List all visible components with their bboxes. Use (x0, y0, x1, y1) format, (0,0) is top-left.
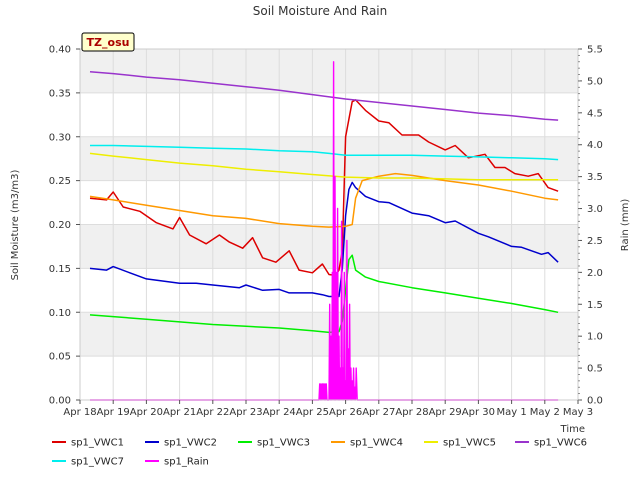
chart-title: Soil Moisture And Rain (253, 4, 388, 18)
y2-tick-label-9: 4.5 (587, 108, 603, 119)
legend-label-sp1_VWC5: sp1_VWC5 (443, 438, 496, 449)
x-tick-label-6: Apr 24 (263, 407, 296, 418)
x-tick-label-14: May 2 (530, 407, 560, 418)
y-axis-label: Soil Moisture (m3/m3) (10, 170, 21, 281)
legend-label-sp1_VWC3: sp1_VWC3 (257, 438, 310, 449)
x-tick-label-3: Apr 21 (163, 407, 196, 418)
series-line-sp1_VWC6 (89, 71, 559, 121)
y2-tick-label-8: 4.0 (587, 140, 603, 151)
y2-tick-label-1: 0.5 (587, 364, 603, 375)
y2-tick-label-7: 3.5 (587, 172, 603, 183)
x-axis-label: Time (560, 424, 585, 435)
x-tick-label-5: Apr 23 (229, 407, 262, 418)
x-tick-label-8: Apr 26 (329, 407, 362, 418)
series-line-sp1_VWC4 (89, 172, 559, 228)
x-tick-label-13: May 1 (496, 407, 526, 418)
y-axis-right: 0.0 0.5 1.0 1.5 2.0 2.5 3.0 3.5 4.0 4.5 5.0 5.5 (578, 45, 603, 407)
y-tick-label-0: 0.00 (49, 396, 71, 407)
x-tick-label-15: May 3 (563, 407, 593, 418)
y-tick-label-8: 0.40 (49, 45, 71, 56)
x-tick-label-7: Apr 25 (296, 407, 329, 418)
x-tick-label-10: Apr 28 (395, 407, 428, 418)
x-tick-label-11: Apr 29 (429, 407, 462, 418)
y-tick-label-1: 0.05 (49, 352, 71, 363)
y2-tick-label-10: 5.0 (587, 76, 603, 87)
series-line-sp1_VWC7 (90, 144, 559, 161)
y2-tick-label-4: 2.0 (587, 268, 603, 279)
band-7 (80, 49, 578, 93)
x-tick-label-9: Apr 27 (362, 407, 395, 418)
legend-label-sp1_VWC1: sp1_VWC1 (71, 438, 124, 449)
legend-label-sp1_VWC4: sp1_VWC4 (350, 438, 403, 449)
band-4 (80, 180, 578, 225)
x-axis: Apr 18 Apr 19 Apr 20 Apr 21 Apr 22 Apr 23 Apr … (63, 400, 593, 418)
y-tick-label-3: 0.15 (49, 264, 71, 275)
series-line-sp1_VWC5 (89, 152, 559, 181)
y2-tick-label-6: 3.0 (587, 204, 603, 215)
x-tick-label-0: Apr 18 (63, 407, 96, 418)
station-badge: TZ_osu (81, 32, 135, 52)
y2-tick-label-0: 0.0 (587, 396, 603, 407)
y2-tick-label-11: 5.5 (587, 45, 603, 56)
y2-tick-label-2: 1.0 (587, 332, 603, 343)
legend-label-sp1_Rain: sp1_Rain (164, 457, 209, 468)
y2-axis-label: Rain (mm) (620, 199, 631, 252)
y-axis-left: 0.00 0.05 0.10 0.15 0.20 0.25 0.30 0.35 0.40 (49, 45, 80, 407)
legend-label-sp1_VWC6: sp1_VWC6 (534, 438, 587, 449)
station-badge-text: TZ_osu (87, 36, 130, 49)
y2-tick-label-3: 1.5 (587, 300, 603, 311)
band-5 (80, 136, 578, 181)
x-tick-label-1: Apr 19 (97, 407, 130, 418)
y-tick-label-4: 0.20 (49, 220, 71, 231)
legend-label-sp1_VWC2: sp1_VWC2 (164, 438, 217, 449)
x-tick-label-2: Apr 20 (130, 407, 163, 418)
legend: sp1_VWC1 sp1_VWC2 sp1_VWC3 sp1_VWC4 sp1_VWC5… (52, 438, 587, 468)
plot-background-bands (80, 49, 578, 400)
x-tick-label-4: Apr 22 (196, 407, 229, 418)
y-tick-label-6: 0.30 (49, 132, 71, 143)
band-3 (80, 224, 578, 269)
series-line-sp1_VWC3 (89, 254, 559, 334)
y-tick-label-2: 0.10 (49, 308, 71, 319)
station-badge-box (81, 32, 135, 52)
y-tick-label-5: 0.25 (49, 176, 71, 187)
y2-tick-label-5: 2.5 (587, 236, 603, 247)
y-tick-label-7: 0.35 (49, 88, 71, 99)
legend-label-sp1_VWC7: sp1_VWC7 (71, 457, 124, 468)
x-tick-label-12: Apr 30 (462, 407, 495, 418)
series-line-sp1_VWC1 (89, 99, 559, 277)
series-line-sp1_VWC2 (89, 181, 559, 298)
